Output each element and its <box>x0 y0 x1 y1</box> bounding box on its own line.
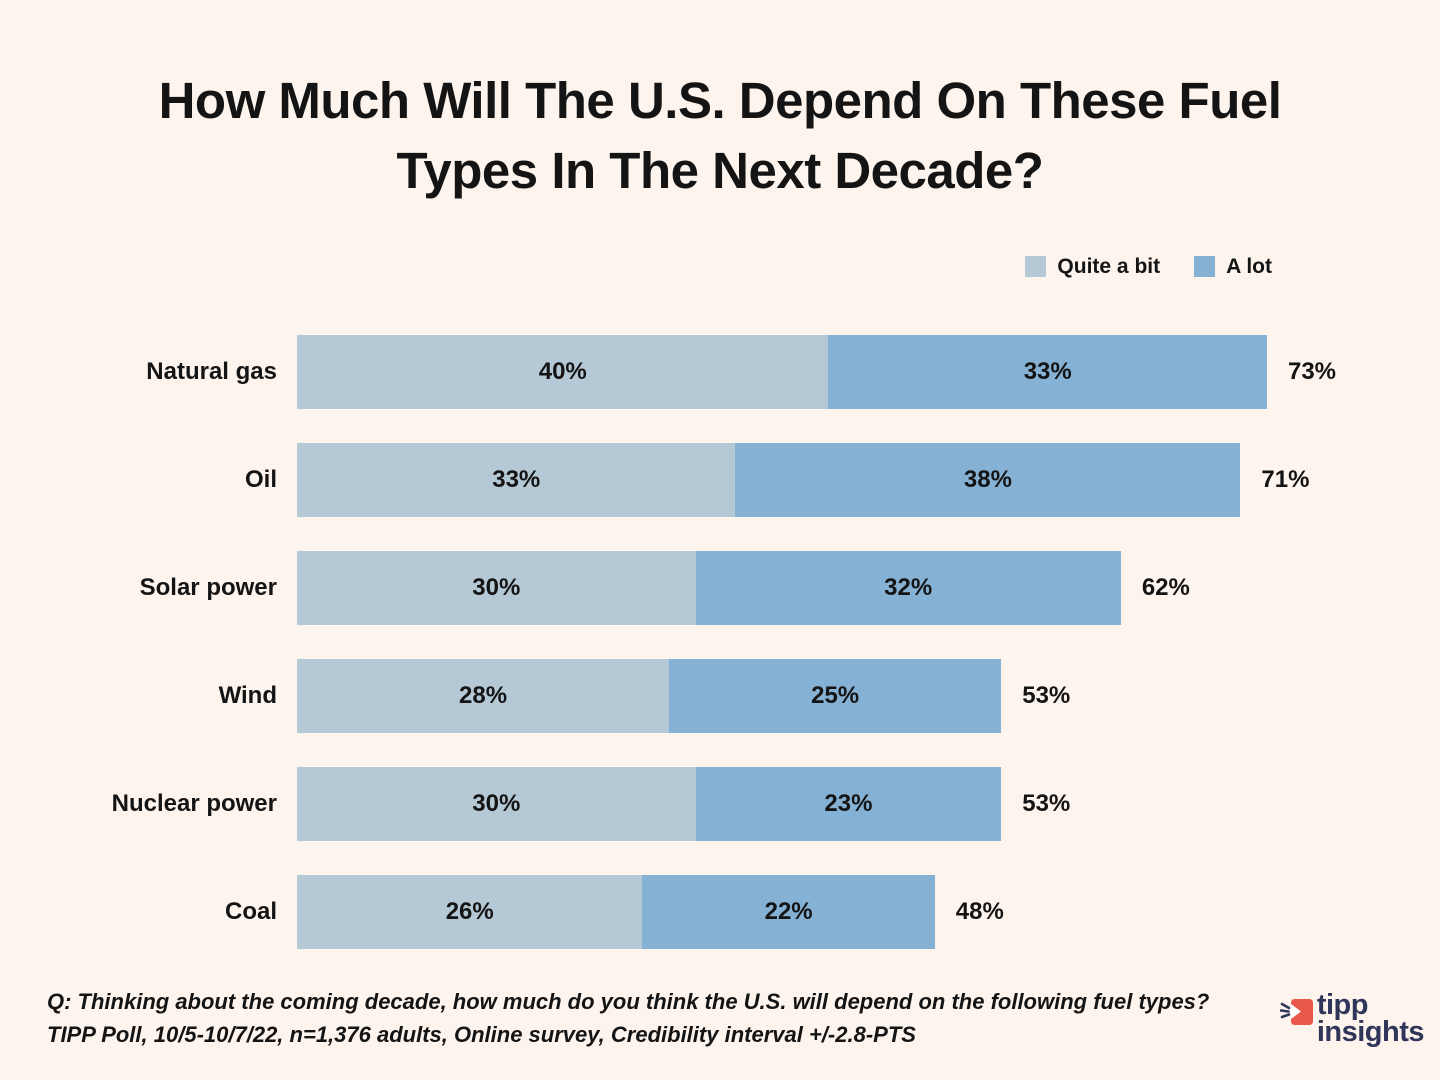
stacked-bar: 40% 33% <box>297 334 1267 409</box>
bar-track: 30% 32% 62% <box>297 550 1360 625</box>
chart-row: Oil 33% 38% 71% <box>80 442 1360 517</box>
footer-source: TIPP Poll, 10/5-10/7/22, n=1,376 adults,… <box>47 1022 916 1047</box>
segment-value-label: 25% <box>811 681 860 709</box>
bar-segment-a-lot: 25% <box>669 658 1002 733</box>
segment-value-label: 33% <box>492 465 541 493</box>
segment-value-label: 30% <box>472 573 521 601</box>
total-label: 53% <box>1022 789 1071 817</box>
chart-row: Natural gas 40% 33% 73% <box>80 334 1360 409</box>
bar-segment-a-lot: 38% <box>735 442 1241 517</box>
segment-value-label: 40% <box>538 357 587 385</box>
bar-segment-a-lot: 33% <box>828 334 1267 409</box>
bar-segment-a-lot: 23% <box>695 766 1002 841</box>
footer-notes: Q: Thinking about the coming decade, how… <box>47 985 1209 1051</box>
legend-label-a-lot: A lot <box>1226 254 1272 278</box>
bar-segment-quite-a-bit: 30% <box>297 766 696 841</box>
segment-value-label: 28% <box>459 681 508 709</box>
bar-track: 30% 23% 53% <box>297 766 1360 841</box>
total-label: 48% <box>955 897 1004 925</box>
bar-track: 28% 25% 53% <box>297 658 1360 733</box>
segment-value-label: 32% <box>884 573 933 601</box>
total-label: 62% <box>1141 573 1190 601</box>
bar-segment-quite-a-bit: 28% <box>297 658 670 733</box>
chart-row: Coal 26% 22% 48% <box>80 874 1360 949</box>
chart-title-line2: Types In The Next Decade? <box>396 142 1044 200</box>
chart-row: Nuclear power 30% 23% 53% <box>80 766 1360 841</box>
chart-title: How Much Will The U.S. Depend On These F… <box>80 0 1360 207</box>
bar-segment-quite-a-bit: 26% <box>297 874 643 949</box>
bar-segment-a-lot: 22% <box>642 874 935 949</box>
tipp-arrow-icon <box>1279 999 1313 1026</box>
stacked-bar-chart: Natural gas 40% 33% 73% Oil 33% 38% 71% Solar po… <box>80 334 1360 949</box>
bar-segment-quite-a-bit: 30% <box>297 550 696 625</box>
bar-segment-quite-a-bit: 40% <box>297 334 829 409</box>
tipp-insights-logo: tipp insights <box>1279 989 1425 1049</box>
stacked-bar: 30% 32% <box>297 550 1121 625</box>
segment-value-label: 22% <box>764 897 813 925</box>
legend-swatch-quite-a-bit <box>1025 256 1047 278</box>
legend-item-a-lot: A lot <box>1194 255 1272 279</box>
logo-line1: tipp <box>1316 989 1369 1022</box>
stacked-bar: 26% 22% <box>297 874 935 949</box>
bar-track: 40% 33% 73% <box>297 334 1360 409</box>
legend-item-quite-a-bit: Quite a bit <box>1025 255 1160 279</box>
category-label: Nuclear power <box>111 789 277 817</box>
chart-row: Solar power 30% 32% 62% <box>80 550 1360 625</box>
legend: Quite a bit A lot <box>80 255 1360 279</box>
logo-wordmark: tipp insights <box>1316 989 1425 1049</box>
bar-track: 26% 22% 48% <box>297 874 1360 949</box>
category-label: Natural gas <box>146 357 277 385</box>
stacked-bar: 30% 23% <box>297 766 1002 841</box>
legend-label-quite-a-bit: Quite a bit <box>1057 254 1161 278</box>
total-label: 71% <box>1261 465 1310 493</box>
total-label: 53% <box>1022 681 1071 709</box>
category-label: Coal <box>224 897 277 925</box>
bar-segment-a-lot: 32% <box>695 550 1121 625</box>
category-label: Wind <box>218 681 277 709</box>
category-label: Oil <box>244 465 277 493</box>
segment-value-label: 26% <box>445 897 494 925</box>
bar-segment-quite-a-bit: 33% <box>297 442 736 517</box>
stacked-bar: 28% 25% <box>297 658 1002 733</box>
segment-value-label: 38% <box>963 465 1012 493</box>
segment-value-label: 33% <box>1023 357 1072 385</box>
legend-swatch-a-lot <box>1194 256 1216 278</box>
bar-track: 33% 38% 71% <box>297 442 1360 517</box>
chart-row: Wind 28% 25% 53% <box>80 658 1360 733</box>
logo-line2: insights <box>1316 1016 1425 1049</box>
category-label: Solar power <box>139 573 277 601</box>
footer-question: Q: Thinking about the coming decade, how… <box>47 989 1210 1014</box>
segment-value-label: 30% <box>472 789 521 817</box>
total-label: 73% <box>1287 357 1337 385</box>
segment-value-label: 23% <box>824 789 873 817</box>
chart-title-line1: How Much Will The U.S. Depend On These F… <box>158 72 1282 129</box>
stacked-bar: 33% 38% <box>297 442 1241 517</box>
